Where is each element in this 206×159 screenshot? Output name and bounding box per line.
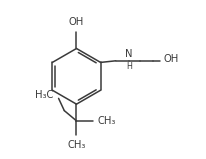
Text: CH₃: CH₃ [97,116,116,126]
Text: H: H [125,62,131,71]
Text: CH₃: CH₃ [67,140,85,150]
Text: OH: OH [163,54,178,64]
Text: OH: OH [68,17,83,27]
Text: H₃C: H₃C [35,90,53,100]
Text: N: N [124,49,132,59]
